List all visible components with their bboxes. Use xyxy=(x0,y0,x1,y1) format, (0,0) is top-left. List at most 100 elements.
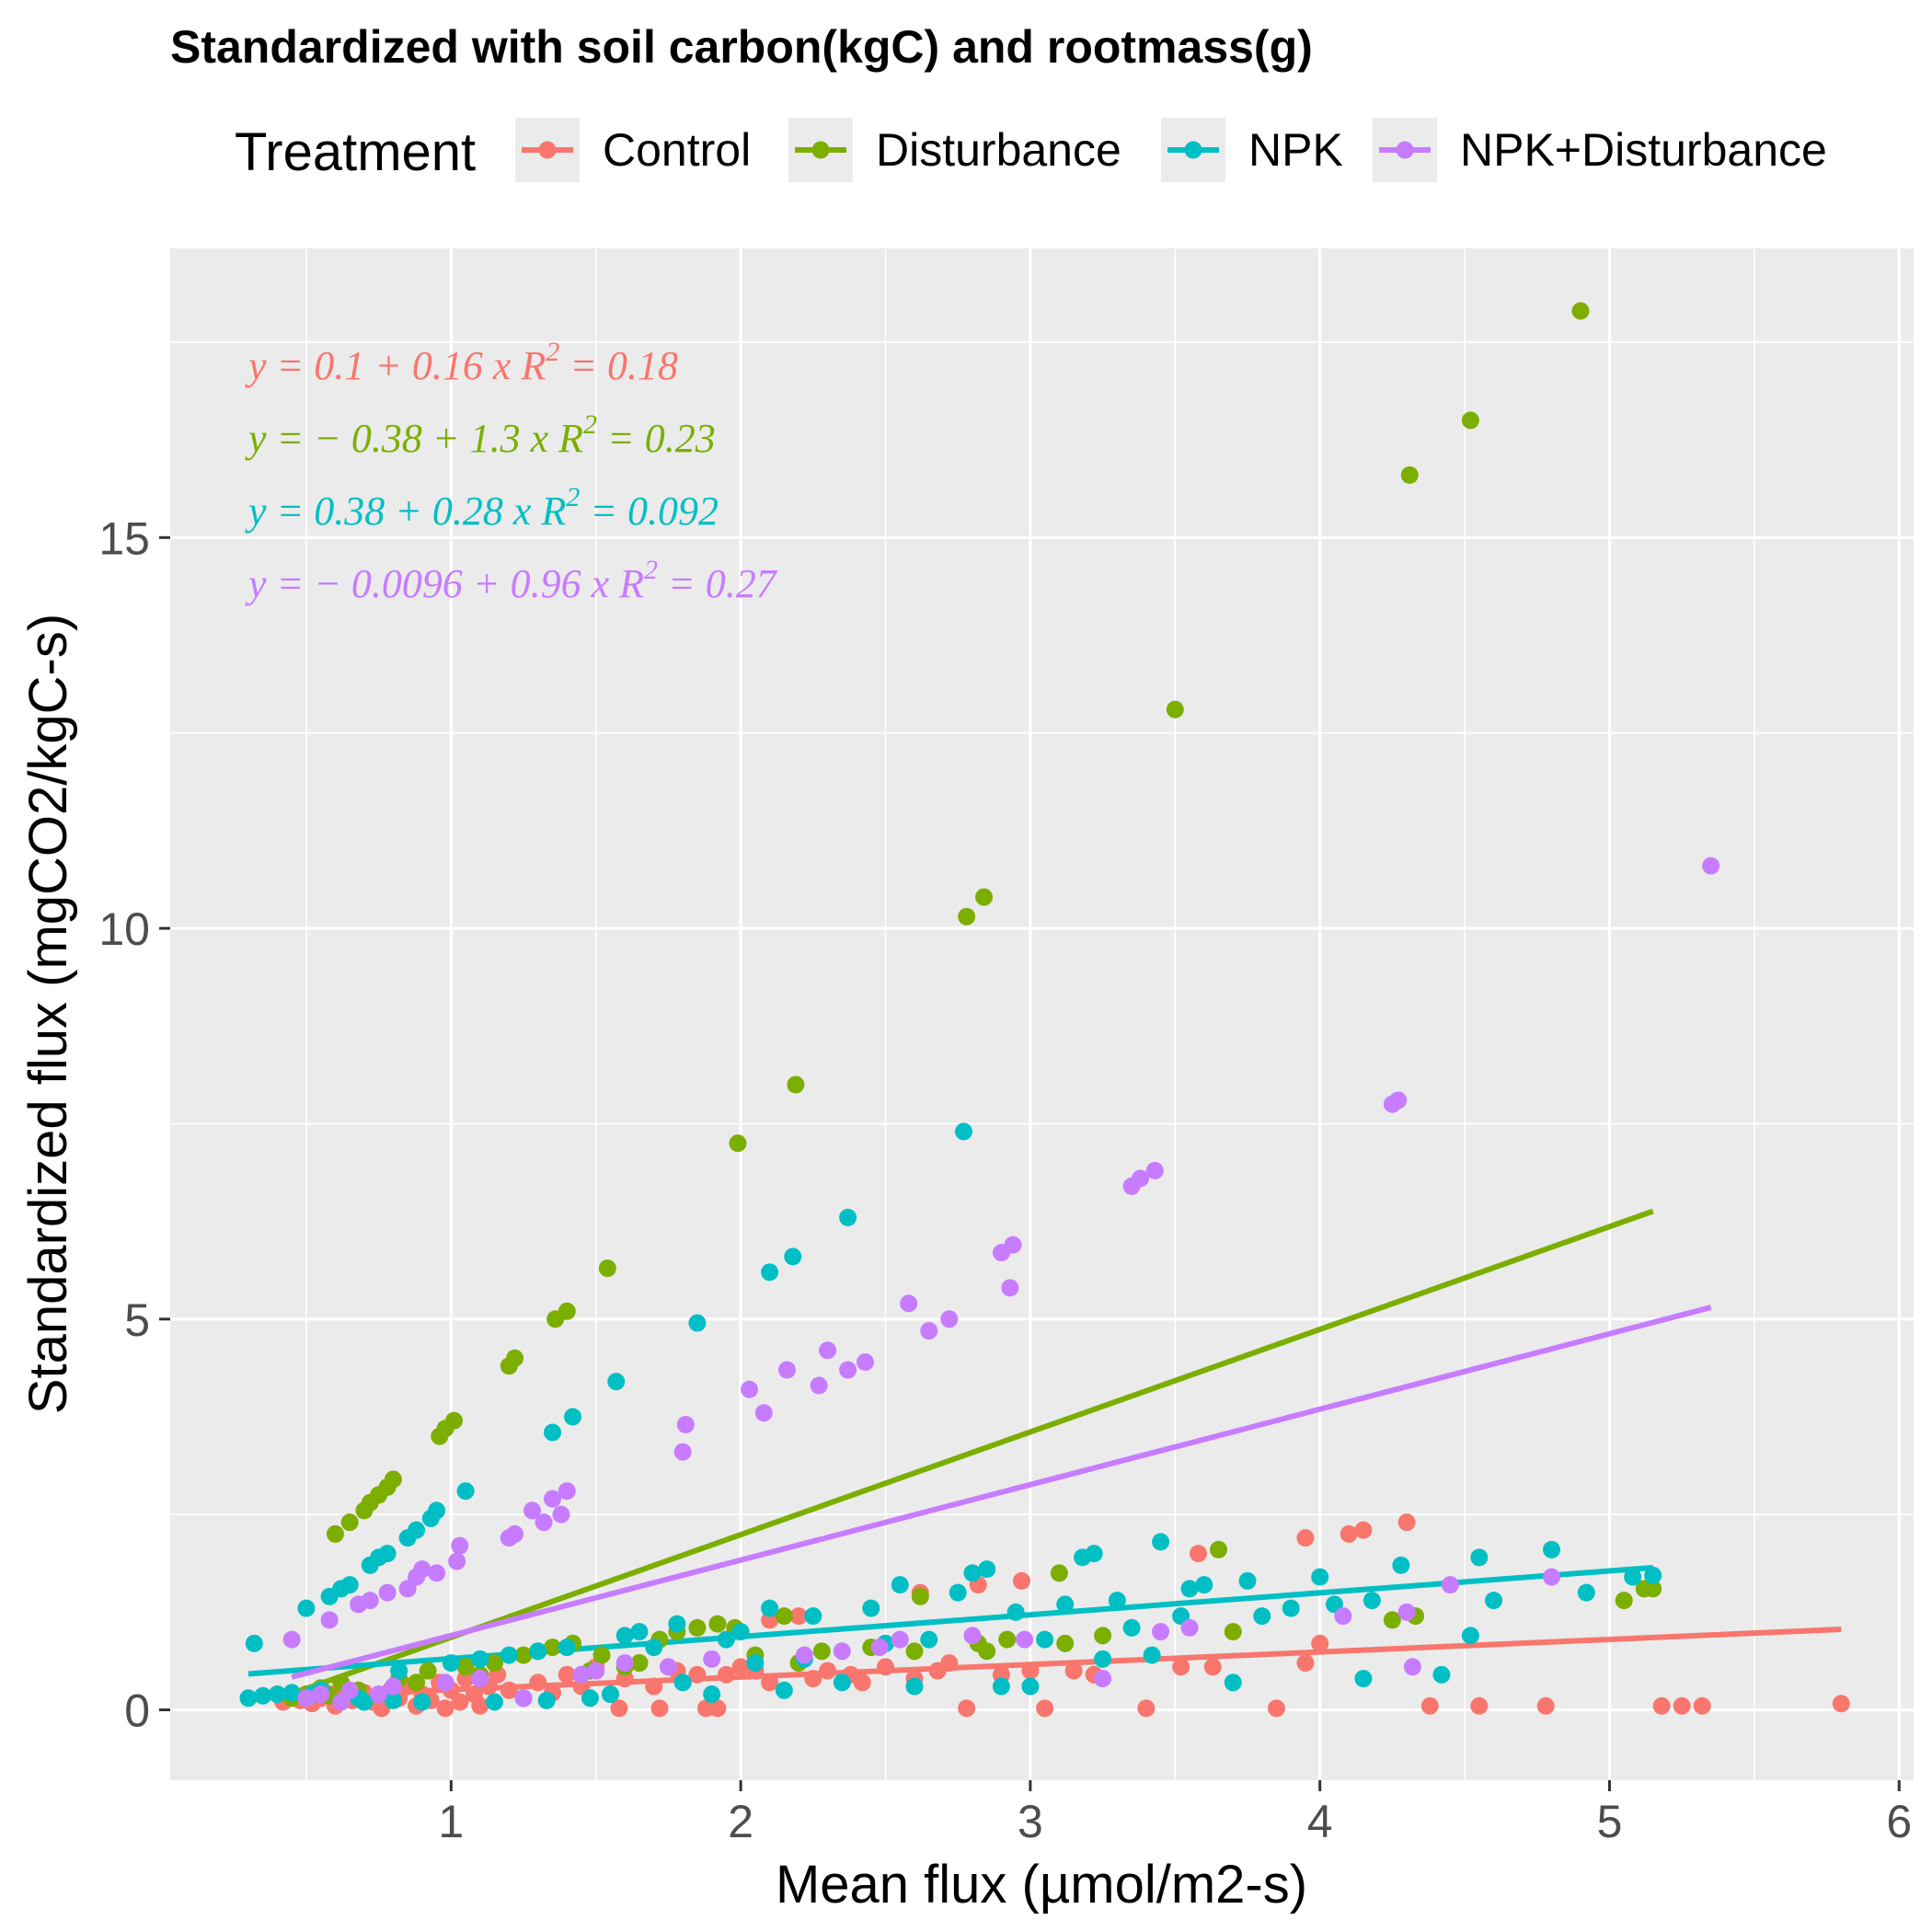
point-npk xyxy=(1282,1599,1300,1617)
point-control xyxy=(1420,1696,1439,1715)
point-npk xyxy=(1644,1566,1662,1584)
y-axis: 0 5 10 15 xyxy=(98,512,170,1737)
point-npk-disturbance xyxy=(384,1677,402,1696)
point-disturbance xyxy=(514,1646,533,1664)
point-npk xyxy=(1056,1595,1075,1614)
point-npk xyxy=(1577,1583,1595,1602)
point-npk-disturbance xyxy=(514,1689,533,1708)
point-disturbance xyxy=(708,1615,727,1633)
points xyxy=(239,302,1850,1718)
fit-line-npk-disturbance xyxy=(291,1305,1712,1680)
point-control xyxy=(708,1699,727,1718)
point-npk xyxy=(833,1673,851,1692)
point-npk-disturbance xyxy=(1334,1607,1352,1626)
point-npk xyxy=(1432,1665,1451,1684)
point-npk xyxy=(500,1646,518,1664)
point-disturbance xyxy=(630,1654,649,1673)
point-disturbance xyxy=(1615,1592,1633,1610)
legend-label-control: Control xyxy=(603,124,751,176)
point-disturbance xyxy=(729,1134,747,1153)
point-npk xyxy=(390,1662,408,1680)
point-npk xyxy=(775,1681,793,1699)
point-npk xyxy=(456,1482,475,1501)
point-npk-disturbance xyxy=(523,1501,541,1520)
equation-control: y = 0.1 + 0.16 x R2 = 0.18 xyxy=(245,337,678,388)
legend-title: Treatment xyxy=(235,122,476,182)
legend-key-point-disturbance xyxy=(811,141,830,159)
point-disturbance xyxy=(1056,1634,1075,1652)
point-control xyxy=(688,1665,707,1684)
grid-minor xyxy=(170,248,1914,1780)
point-disturbance xyxy=(998,1630,1017,1649)
point-disturbance xyxy=(1094,1627,1112,1645)
point-control xyxy=(451,1693,469,1711)
point-disturbance xyxy=(340,1513,359,1532)
point-npk xyxy=(239,1689,258,1708)
point-npk xyxy=(1624,1568,1642,1586)
point-npk xyxy=(1392,1556,1410,1574)
point-disturbance xyxy=(506,1349,524,1367)
x-tick-label: 2 xyxy=(728,1796,753,1847)
point-npk xyxy=(1122,1618,1141,1637)
point-npk xyxy=(486,1693,504,1711)
equation-disturbance: y = − 0.38 + 1.3 x R2 = 0.23 xyxy=(245,409,716,461)
y-tick-label: 0 xyxy=(124,1685,150,1737)
point-control xyxy=(436,1699,454,1718)
legend: Treatment Control Disturbance NPK NPK+Distu… xyxy=(235,118,1827,182)
point-npk-disturbance xyxy=(1094,1670,1112,1688)
point-control xyxy=(1021,1662,1040,1680)
point-npk-disturbance xyxy=(1152,1623,1170,1641)
point-npk-disturbance xyxy=(940,1310,959,1328)
point-npk-disturbance xyxy=(833,1642,851,1661)
point-control xyxy=(1673,1696,1691,1715)
point-npk-disturbance xyxy=(572,1665,591,1684)
point-npk-disturbance xyxy=(1397,1603,1416,1621)
point-npk-disturbance xyxy=(1543,1568,1561,1586)
point-control xyxy=(761,1673,779,1692)
point-npk-disturbance xyxy=(312,1685,330,1704)
point-npk-disturbance xyxy=(587,1662,605,1680)
y-axis-title: Standardized flux (mgCO2/kgC-s) xyxy=(18,614,78,1414)
point-control xyxy=(1832,1695,1850,1713)
point-control xyxy=(1340,1524,1358,1543)
point-npk-disturbance xyxy=(673,1443,692,1461)
point-npk xyxy=(428,1501,446,1520)
point-control xyxy=(1064,1662,1083,1680)
point-npk xyxy=(746,1654,765,1673)
point-control xyxy=(804,1670,822,1688)
legend-label-npk: NPK xyxy=(1248,124,1343,176)
point-npk-disturbance xyxy=(1004,1236,1022,1254)
point-npk-disturbance xyxy=(741,1380,759,1398)
x-axis-title: Mean flux (µmol/m2-s) xyxy=(776,1855,1307,1915)
point-control xyxy=(1172,1658,1190,1676)
point-control xyxy=(1693,1696,1711,1715)
point-npk-disturbance xyxy=(552,1505,570,1524)
point-npk-disturbance xyxy=(810,1376,828,1395)
point-control xyxy=(1397,1513,1416,1532)
point-npk-disturbance xyxy=(856,1353,874,1372)
point-npk xyxy=(340,1576,359,1594)
point-npk xyxy=(949,1583,967,1602)
point-npk-disturbance xyxy=(839,1361,857,1379)
point-npk xyxy=(558,1639,576,1657)
point-npk xyxy=(630,1623,649,1641)
point-disturbance xyxy=(456,1658,475,1676)
point-npk-disturbance xyxy=(963,1627,982,1645)
point-control xyxy=(558,1665,576,1684)
legend-key-point-npk-disturbance xyxy=(1396,141,1414,159)
point-npk xyxy=(1036,1630,1054,1649)
point-disturbance xyxy=(1383,1611,1401,1629)
point-disturbance xyxy=(978,1642,996,1661)
point-npk-disturbance xyxy=(1001,1279,1019,1297)
point-npk-disturbance xyxy=(676,1415,695,1433)
point-npk-disturbance xyxy=(1441,1576,1459,1594)
point-npk-disturbance xyxy=(558,1482,576,1501)
point-npk-disturbance xyxy=(1403,1658,1421,1676)
point-control xyxy=(819,1662,837,1680)
point-disturbance xyxy=(1210,1540,1228,1558)
point-control xyxy=(610,1699,628,1718)
point-npk xyxy=(268,1685,286,1704)
point-disturbance xyxy=(958,907,976,926)
point-npk-disturbance xyxy=(891,1630,909,1649)
point-disturbance xyxy=(1644,1580,1662,1598)
